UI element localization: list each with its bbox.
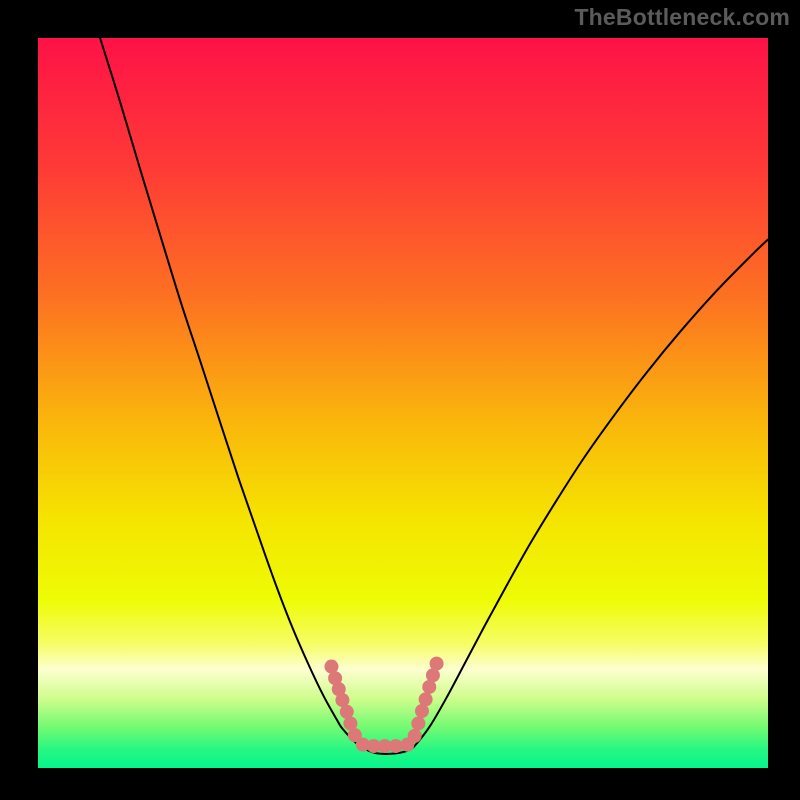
bottleneck-chart [38,38,768,768]
chart-frame: TheBottleneck.com [0,0,800,800]
gradient-background [38,38,768,768]
watermark-text: TheBottleneck.com [574,4,790,31]
